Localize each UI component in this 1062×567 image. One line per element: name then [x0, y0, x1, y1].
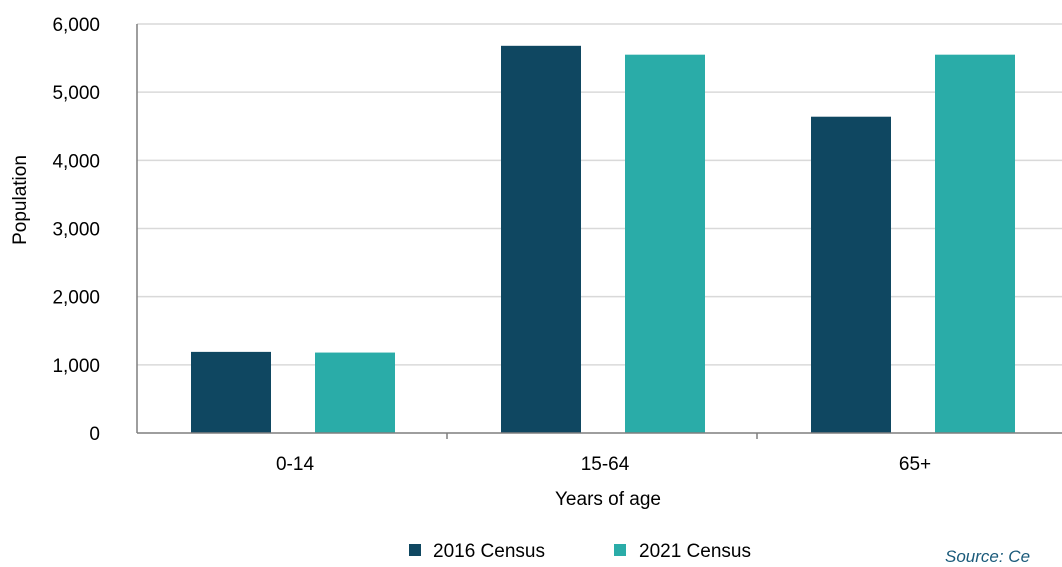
legend: 2016 Census 2021 Census — [409, 541, 751, 562]
x-axis-title: Years of age — [555, 489, 661, 510]
bar-15-64-2021-census — [625, 54, 705, 434]
bar-65+-2021-census — [935, 54, 1015, 434]
bars — [191, 45, 1015, 434]
y-axis-title: Population — [10, 155, 31, 245]
gridlines — [137, 23, 1062, 366]
y-tick-label: 2,000 — [52, 288, 100, 309]
y-tick-label: 0 — [89, 424, 100, 445]
x-tick-label: 15-64 — [581, 454, 630, 475]
y-tick-label: 5,000 — [52, 83, 100, 104]
x-tick-label: 0-14 — [276, 454, 314, 475]
y-tick-label: 1,000 — [52, 356, 100, 377]
legend-label: 2021 Census — [639, 541, 751, 562]
x-tick-labels: 0-14 15-64 65+ — [276, 454, 931, 475]
bar-0-14-2016-census — [191, 351, 271, 433]
y-tick-label: 6,000 — [52, 15, 100, 36]
bar-0-14-2021-census — [315, 352, 395, 433]
source-note: Source: Ce — [945, 547, 1030, 566]
bar-15-64-2016-census — [501, 45, 581, 434]
y-tick-label: 4,000 — [52, 151, 100, 172]
bar-65+-2016-census — [811, 116, 891, 433]
x-tick-label: 65+ — [899, 454, 931, 475]
y-tick-label: 3,000 — [52, 220, 100, 241]
x-axis — [136, 24, 1062, 439]
legend-swatch — [409, 544, 421, 556]
legend-label: 2016 Census — [433, 541, 545, 562]
y-tick-labels: 0 1,000 2,000 3,000 4,000 5,000 6,000 — [52, 15, 100, 445]
legend-swatch — [614, 544, 626, 556]
